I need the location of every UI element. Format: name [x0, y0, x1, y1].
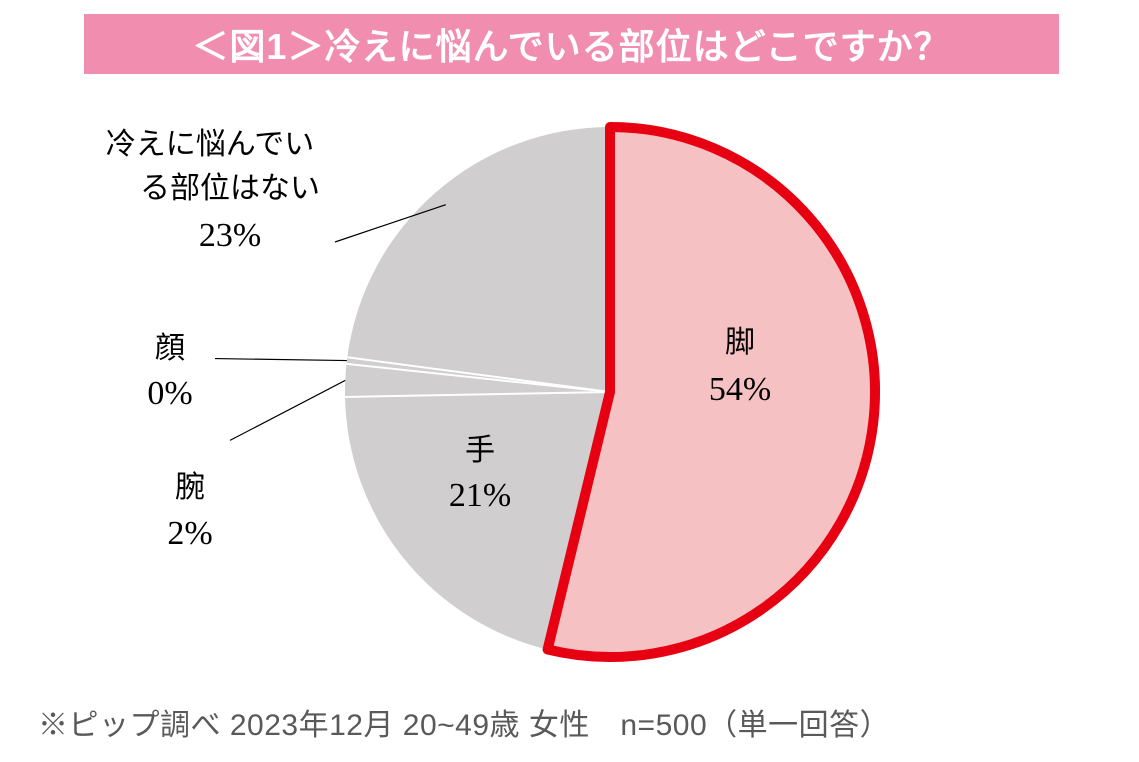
pie-chart-svg: 脚 54% 手 21% 腕 2% 顔 0% 冷えに悩んでいる部位はない 23% [0, 92, 1139, 692]
label-hand-name: 手 [465, 434, 495, 467]
label-face-name: 顔 [155, 332, 185, 365]
pie-slice [347, 127, 610, 392]
page-root: ＜図1＞冷えに悩んでいる部位はどこですか？ 脚 54% 手 21% 腕 2% 顔 0% 冷えに悩… [0, 0, 1139, 762]
chart-title-text: ＜図1＞冷えに悩んでいる部位はどこですか？ [192, 18, 950, 70]
label-leg-name: 脚 [725, 326, 755, 359]
label-leg-pct: 54% [709, 371, 771, 408]
label-arm-pct: 2% [167, 515, 212, 552]
leader-line [215, 359, 347, 361]
leader-line [230, 380, 345, 440]
label-none-pct: 23% [199, 217, 261, 254]
chart-footnote: ※ピップ調べ 2023年12月 20~49歳 女性 n=500（単一回答） [38, 700, 890, 744]
label-none-line1: 冷えに悩んでい [106, 128, 315, 161]
label-arm-name: 腕 [175, 471, 205, 504]
label-hand-pct: 21% [449, 477, 511, 514]
label-face-pct: 0% [147, 375, 192, 412]
label-none-line2: る部位はない [140, 172, 320, 205]
chart-title-box: ＜図1＞冷えに悩んでいる部位はどこですか？ [84, 14, 1059, 74]
pie-chart-container: 脚 54% 手 21% 腕 2% 顔 0% 冷えに悩んでいる部位はない 23% [0, 92, 1139, 692]
